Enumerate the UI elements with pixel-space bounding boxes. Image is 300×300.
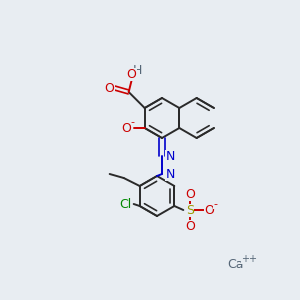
Text: O: O (185, 188, 195, 200)
Text: Ca: Ca (227, 259, 243, 272)
Text: ++: ++ (241, 254, 257, 264)
Text: S: S (186, 203, 194, 217)
Text: H: H (133, 64, 142, 77)
Text: O: O (127, 68, 136, 80)
Text: N: N (165, 149, 175, 163)
Text: Cl: Cl (120, 197, 132, 211)
Text: O: O (122, 122, 132, 134)
Text: N: N (165, 167, 175, 181)
Text: -: - (131, 117, 135, 127)
Text: O: O (185, 220, 195, 232)
Text: -: - (213, 199, 217, 209)
Text: O: O (204, 203, 214, 217)
Text: O: O (105, 82, 115, 94)
